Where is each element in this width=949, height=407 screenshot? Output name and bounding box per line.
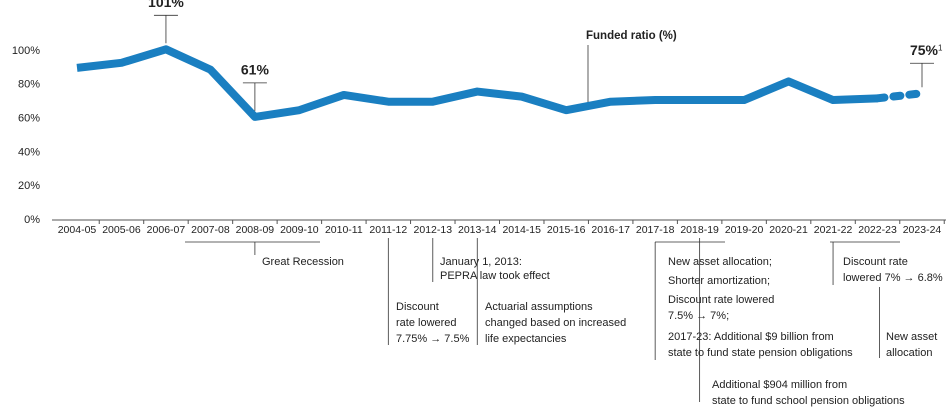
x-tick-label: 2009-10: [280, 224, 319, 236]
annotation-text: Discount rate: [843, 256, 908, 268]
annotation-text: New asset allocation;: [668, 256, 772, 268]
annotation-text: Shorter amortization;: [668, 275, 770, 287]
leader-line: [910, 62, 934, 88]
y-tick-label: 40%: [18, 146, 40, 158]
x-tick-label: 2004-05: [58, 224, 97, 236]
annotation-text: PEPRA law took effect: [440, 270, 550, 282]
x-tick-label: 2007-08: [191, 224, 230, 236]
x-tick-label: 2006-07: [147, 224, 186, 236]
x-tick-label: 2005-06: [102, 224, 141, 236]
x-tick-label: 2010-11: [325, 224, 363, 236]
footnote-mark: 1: [938, 43, 943, 52]
annotation-text: life expectancies: [485, 333, 567, 345]
leader-line: [242, 82, 267, 111]
funded-ratio-line: [76, 45, 878, 121]
y-tick-label: 60%: [18, 113, 40, 125]
annotation-text: Great Recession: [262, 256, 344, 268]
y-tick-label: 80%: [18, 79, 40, 91]
y-tick-label: 100%: [12, 45, 40, 57]
annotation-text: New asset: [886, 331, 937, 343]
value-label: 61%: [241, 62, 270, 78]
annotation-text: Discount: [396, 301, 439, 313]
annotation-text: changed based on increased: [485, 317, 626, 329]
x-tick-label: 2012-13: [414, 224, 453, 236]
annotation-text: 2017-23: Additional $9 billion from: [668, 331, 834, 343]
x-tick-label: 2019-20: [725, 224, 764, 236]
x-tick-label: 2014-15: [502, 224, 541, 236]
annotation-text: 7.5% → 7%;: [668, 310, 729, 322]
x-tick-label: 2018-19: [680, 224, 719, 236]
value-label: 75%: [910, 42, 939, 58]
x-tick-label: 2023-24: [903, 224, 942, 236]
y-tick-label: 20%: [18, 180, 40, 192]
annotation-text: rate lowered: [396, 317, 457, 329]
leader-line: [153, 14, 178, 44]
annotation-text: Actuarial assumptions: [485, 301, 593, 313]
funded-ratio-line: [873, 89, 926, 103]
x-tick-label: 2022-23: [858, 224, 897, 236]
annotation-text: allocation: [886, 347, 932, 359]
x-tick-label: 2015-16: [547, 224, 586, 236]
annotation-text: Discount rate lowered: [668, 294, 774, 306]
value-label: 101%: [148, 0, 184, 10]
annotation-text: state to fund school pension obligations: [712, 395, 905, 407]
x-tick-label: 2016-17: [591, 224, 630, 236]
annotation-text: lowered 7% → 6.8%: [843, 272, 943, 284]
annotation-text: Additional $904 million from: [712, 379, 847, 391]
annotation-text: January 1, 2013:: [440, 256, 522, 268]
x-tick-label: 2021-22: [814, 224, 853, 236]
x-tick-label: 2013-14: [458, 224, 497, 236]
annotation-text: state to fund state pension obligations: [668, 347, 853, 359]
x-tick-label: 2011-12: [369, 224, 407, 236]
annotation-text: 7.75% → 7.5%: [396, 333, 470, 345]
y-tick-label: 0%: [24, 214, 40, 226]
x-tick-label: 2017-18: [636, 224, 675, 236]
x-tick-label: 2008-09: [236, 224, 275, 236]
x-tick-label: 2020-21: [769, 224, 808, 236]
series-label: Funded ratio (%): [586, 30, 677, 42]
